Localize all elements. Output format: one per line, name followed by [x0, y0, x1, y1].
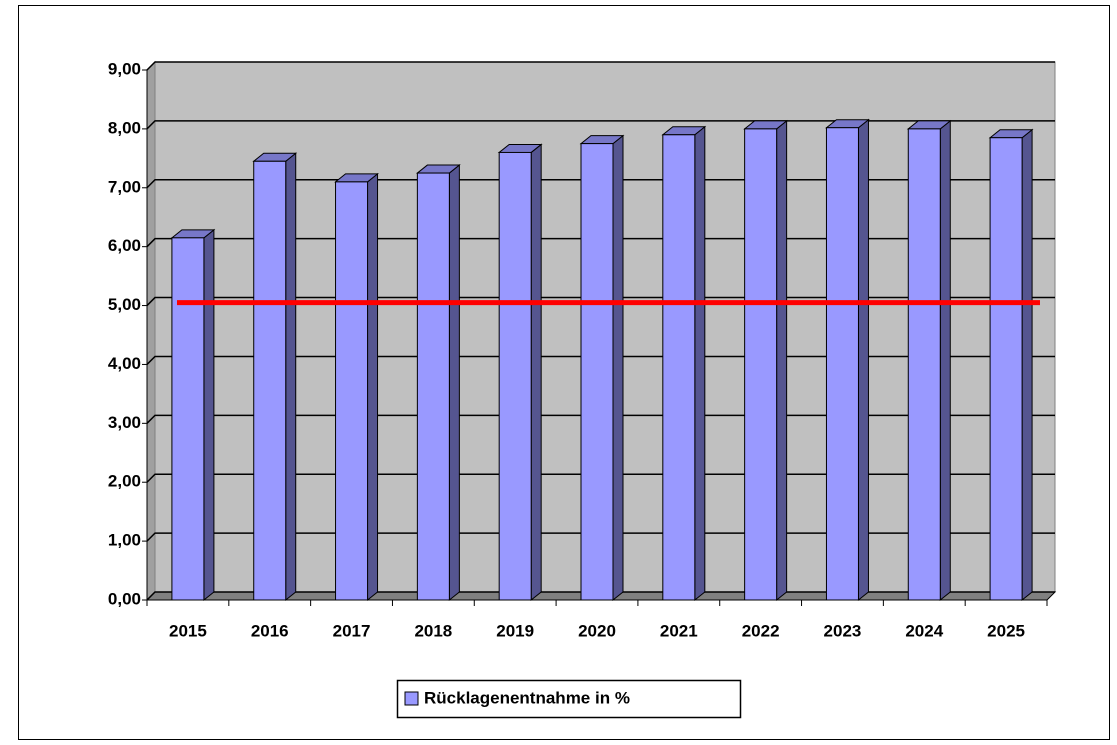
bar-side — [776, 119, 788, 602]
x-tick-label: 2016 — [251, 621, 289, 640]
bar-front — [253, 160, 287, 601]
y-tick-label: 7,00 — [108, 177, 141, 196]
y-tick-label: 2,00 — [108, 472, 141, 491]
bar — [579, 134, 625, 602]
bar-side — [1021, 128, 1033, 602]
y-tick-label: 4,00 — [108, 354, 141, 373]
y-tick-label: 8,00 — [108, 118, 141, 137]
y-tick-label: 3,00 — [108, 413, 141, 432]
bar-front — [989, 137, 1023, 601]
bar-front — [498, 151, 532, 601]
bar — [497, 143, 543, 602]
bar-side — [530, 143, 542, 602]
bar-side — [285, 152, 297, 602]
bar-front — [416, 172, 450, 601]
x-tick-label: 2023 — [824, 621, 862, 640]
x-tick-label: 2024 — [905, 621, 943, 640]
x-tick-label: 2020 — [578, 621, 616, 640]
grid-line — [146, 61, 1055, 71]
bar — [252, 152, 298, 602]
bar-side — [857, 118, 869, 602]
bar-side — [694, 125, 706, 602]
bar-side — [612, 134, 624, 602]
bar-front — [825, 127, 859, 601]
bar-front — [580, 143, 614, 601]
bar-front — [171, 237, 205, 601]
y-tick-label: 6,00 — [108, 236, 141, 255]
y-tick-label: 9,00 — [108, 59, 141, 78]
legend-swatch — [404, 691, 419, 706]
x-tick-label: 2019 — [496, 621, 534, 640]
bar-front — [907, 128, 941, 601]
bar — [661, 125, 707, 602]
x-tick-label: 2018 — [414, 621, 452, 640]
bar-front — [662, 134, 696, 601]
bar-front — [335, 181, 369, 601]
y-tick-label: 0,00 — [108, 589, 141, 608]
bar — [415, 164, 461, 602]
bar — [825, 118, 870, 602]
x-tick-label: 2021 — [660, 621, 698, 640]
legend-box — [396, 679, 742, 719]
bar-side — [367, 172, 379, 602]
bar — [743, 119, 789, 602]
y-tick-label: 5,00 — [108, 295, 141, 314]
bar-front — [744, 128, 778, 601]
bar-side — [448, 164, 460, 602]
x-tick-label: 2017 — [333, 621, 371, 640]
legend-label: Rücklagenentnahme in % — [424, 688, 630, 707]
bar — [334, 172, 379, 602]
bar — [988, 128, 1034, 602]
legend: Rücklagenentnahme in % — [396, 679, 742, 719]
bar — [906, 119, 952, 602]
bar — [170, 228, 216, 602]
x-tick-label: 2015 — [169, 621, 207, 640]
bar-side — [203, 228, 215, 602]
bar-side — [939, 119, 951, 602]
y-tick-label: 1,00 — [108, 531, 141, 550]
x-tick-label: 2022 — [742, 621, 780, 640]
side-wall — [146, 60, 156, 602]
x-tick-label: 2025 — [987, 621, 1025, 640]
